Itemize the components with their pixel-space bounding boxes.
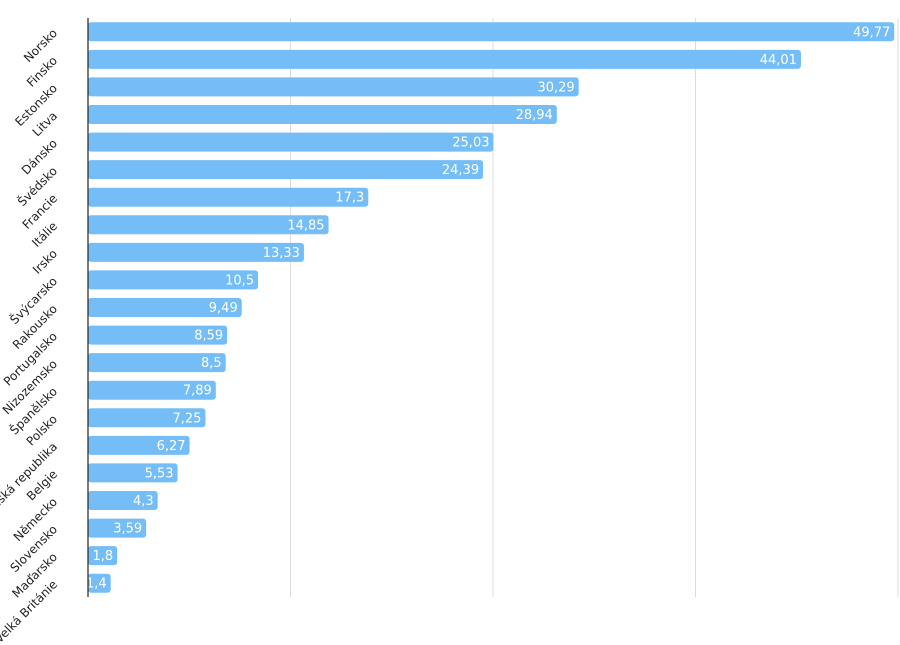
bar <box>88 463 178 483</box>
bar <box>88 160 484 180</box>
bar-value-label: 8,59 <box>194 329 223 344</box>
bar-value-label: 14,85 <box>287 218 324 233</box>
bar-value-label: 8,5 <box>201 356 222 371</box>
bar <box>88 435 190 455</box>
bar-value-label: 5,53 <box>145 466 174 481</box>
bars: 49,77 44,01 30,29 28,94 25,03 24,39 17,3 14,85 1… <box>86 22 895 593</box>
bar-value-label: 49,77 <box>853 25 890 40</box>
bar <box>88 22 895 42</box>
bar-value-label: 44,01 <box>760 53 797 68</box>
bar <box>88 408 206 428</box>
bar <box>88 187 369 207</box>
category-label: Irsko <box>30 247 60 277</box>
bar-value-label: 28,94 <box>516 108 553 123</box>
bar <box>88 242 304 262</box>
bar <box>88 546 118 566</box>
bar <box>88 270 259 290</box>
bar <box>88 132 494 152</box>
bar <box>88 353 226 373</box>
bar-value-label: 30,29 <box>537 80 574 95</box>
bar <box>88 105 557 124</box>
bar <box>88 325 228 345</box>
bar <box>88 298 242 317</box>
bar <box>88 491 158 510</box>
bar-value-label: 9,49 <box>209 301 238 316</box>
grid-lines <box>290 18 899 597</box>
bar-value-label: 7,25 <box>172 411 201 426</box>
bar-value-label: 10,5 <box>225 273 254 288</box>
bar <box>88 518 147 538</box>
bar-value-label: 7,89 <box>183 384 212 399</box>
bar-value-label: 24,39 <box>442 163 479 178</box>
bar-value-label: 4,3 <box>133 494 154 509</box>
bar <box>88 215 329 235</box>
bar-value-label: 1,4 <box>86 577 107 592</box>
bar-value-label: 3,59 <box>113 522 142 537</box>
bar-value-label: 13,33 <box>263 246 300 261</box>
bar <box>88 380 216 400</box>
bar <box>88 573 111 593</box>
bar <box>88 77 579 97</box>
bar <box>88 49 801 69</box>
bar-value-label: 6,27 <box>157 439 186 454</box>
category-labels: NorskoFinskoEstonskoLitvaDánskoŠvédskoFr… <box>0 26 60 645</box>
bar-value-label: 1,8 <box>92 549 113 564</box>
bar-value-label: 17,3 <box>335 191 364 206</box>
bar-value-label: 25,03 <box>452 136 489 151</box>
